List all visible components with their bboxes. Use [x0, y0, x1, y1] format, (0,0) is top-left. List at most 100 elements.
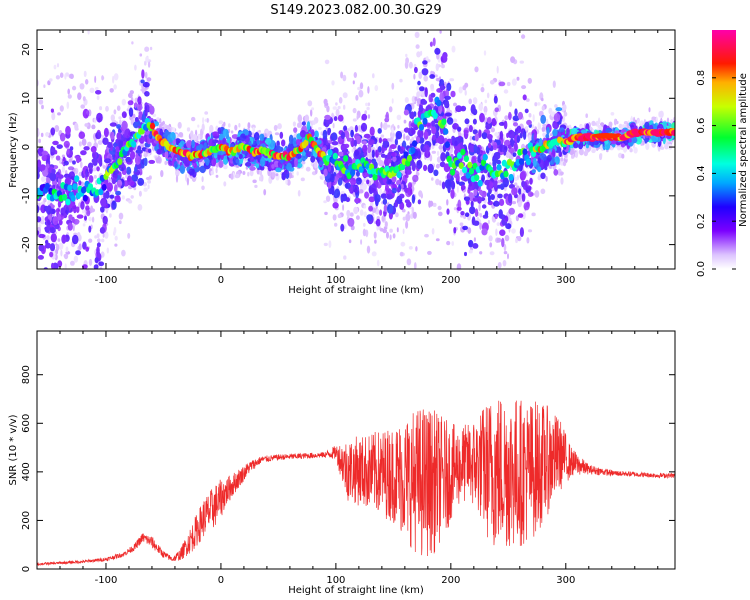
spectrogram-point [621, 153, 625, 159]
spectrogram-point [186, 127, 191, 132]
spectrogram-point [152, 113, 157, 118]
spectrogram-point [283, 169, 289, 175]
spectrogram-point [490, 127, 495, 133]
spectrogram-point [67, 166, 75, 171]
spectrogram-point [526, 170, 529, 177]
spectrogram-point [403, 119, 407, 124]
spectrogram-point [379, 159, 383, 167]
spectrogram-point [298, 121, 303, 128]
spectrogram-point [432, 202, 437, 207]
spectrogram-point [546, 126, 550, 136]
spectrogram-ridge-point [117, 158, 123, 166]
spectrogram-point [147, 61, 151, 68]
spectrogram-point [271, 172, 276, 178]
spectrogram-point [51, 146, 56, 156]
spectrogram-point [73, 7, 75, 14]
spectrogram-point [389, 137, 393, 142]
spectrogram-point [493, 95, 498, 104]
spectrogram-point [61, 166, 65, 173]
spectrogram-point [218, 120, 224, 125]
spectrogram-point [51, 168, 56, 174]
spectrogram-point [121, 98, 127, 106]
spectrogram-point [87, 30, 90, 35]
spectrogram-point [429, 200, 434, 207]
spectrogram-point [279, 131, 284, 139]
spectrogram-point [327, 142, 331, 150]
spectrogram-point [76, 283, 79, 286]
spectrogram-point [405, 174, 409, 179]
spectrogram-point [368, 152, 372, 160]
spectrogram-point [494, 195, 498, 202]
spectrogram-point [49, 78, 53, 82]
spectrogram-point [540, 188, 546, 195]
spectrogram-point [311, 107, 315, 111]
spectrogram-point [473, 188, 478, 197]
spectrogram-point [72, 121, 77, 126]
spectrogram-point [481, 204, 487, 209]
spectrogram-point [464, 89, 467, 96]
spectrogram-point [353, 72, 357, 78]
spectrogram-point [89, 87, 95, 94]
spectrogram-point [574, 149, 579, 156]
spectrogram-ridge-point [44, 182, 50, 190]
spectrogram-point [319, 176, 322, 180]
spectrogram-point [46, 235, 50, 241]
spectrogram-point [332, 123, 335, 129]
spectrogram-point [353, 139, 357, 147]
spectrogram-point [137, 121, 141, 127]
spectrogram-point [84, 123, 89, 127]
spectrogram-point [43, 268, 45, 269]
spectrogram-point [518, 188, 522, 195]
spectrogram-point [367, 102, 371, 107]
spectrogram-point [312, 163, 316, 168]
spectrogram-point [605, 127, 613, 133]
spectrogram-point [496, 237, 502, 243]
spectrogram-point [600, 122, 605, 127]
spectrogram-point [160, 122, 164, 126]
spectrogram-point [177, 121, 182, 129]
spectrogram-point [453, 102, 457, 107]
spectrogram-point [349, 212, 354, 217]
spectrogram-point [46, 219, 51, 230]
spectrogram-point [86, 209, 91, 217]
spectrogram-point [407, 186, 413, 196]
spectrogram-point [86, 110, 90, 116]
spectrogram-point [366, 214, 373, 222]
spectrogram-point [446, 208, 450, 215]
spectrogram-point [562, 104, 567, 111]
spectrogram-point [58, 219, 63, 226]
spectrogram-point [421, 22, 424, 27]
spectrogram-point [478, 203, 481, 212]
spectrogram-point [473, 237, 476, 242]
spectrogram-point [147, 184, 150, 190]
spectrogram-point [92, 157, 98, 166]
spectrogram-point [144, 104, 150, 112]
spectrogram-point [448, 219, 452, 224]
spectrogram-point [554, 104, 558, 108]
spectrogram-point [492, 77, 498, 83]
spectrogram-point [522, 211, 526, 220]
spectrogram-point [412, 182, 416, 186]
spectrogram-point [389, 140, 393, 144]
spectrogram-point [472, 108, 478, 116]
spectrogram-point [198, 133, 203, 140]
spectrogram-point [424, 233, 429, 238]
spectrogram-point [260, 174, 264, 182]
spectrogram-point [173, 161, 178, 169]
spectrogram-point [329, 173, 335, 183]
spectrogram-point [444, 112, 452, 117]
spectrogram-point [380, 121, 383, 129]
spectrogram-point [405, 53, 408, 58]
spectrogram-point [525, 201, 530, 208]
spectrogram-point [307, 100, 313, 107]
spectrogram-point [93, 175, 97, 179]
spectrogram-point [245, 162, 252, 167]
spectrogram-point [439, 30, 442, 34]
spectrogram-point [285, 179, 288, 185]
spectrogram-point [641, 142, 645, 146]
spectrogram-point [549, 113, 555, 121]
spectrogram-point [511, 78, 517, 86]
spectrogram-point [420, 50, 423, 56]
spectrogram-point [396, 227, 399, 233]
spectrogram-point [620, 143, 626, 148]
